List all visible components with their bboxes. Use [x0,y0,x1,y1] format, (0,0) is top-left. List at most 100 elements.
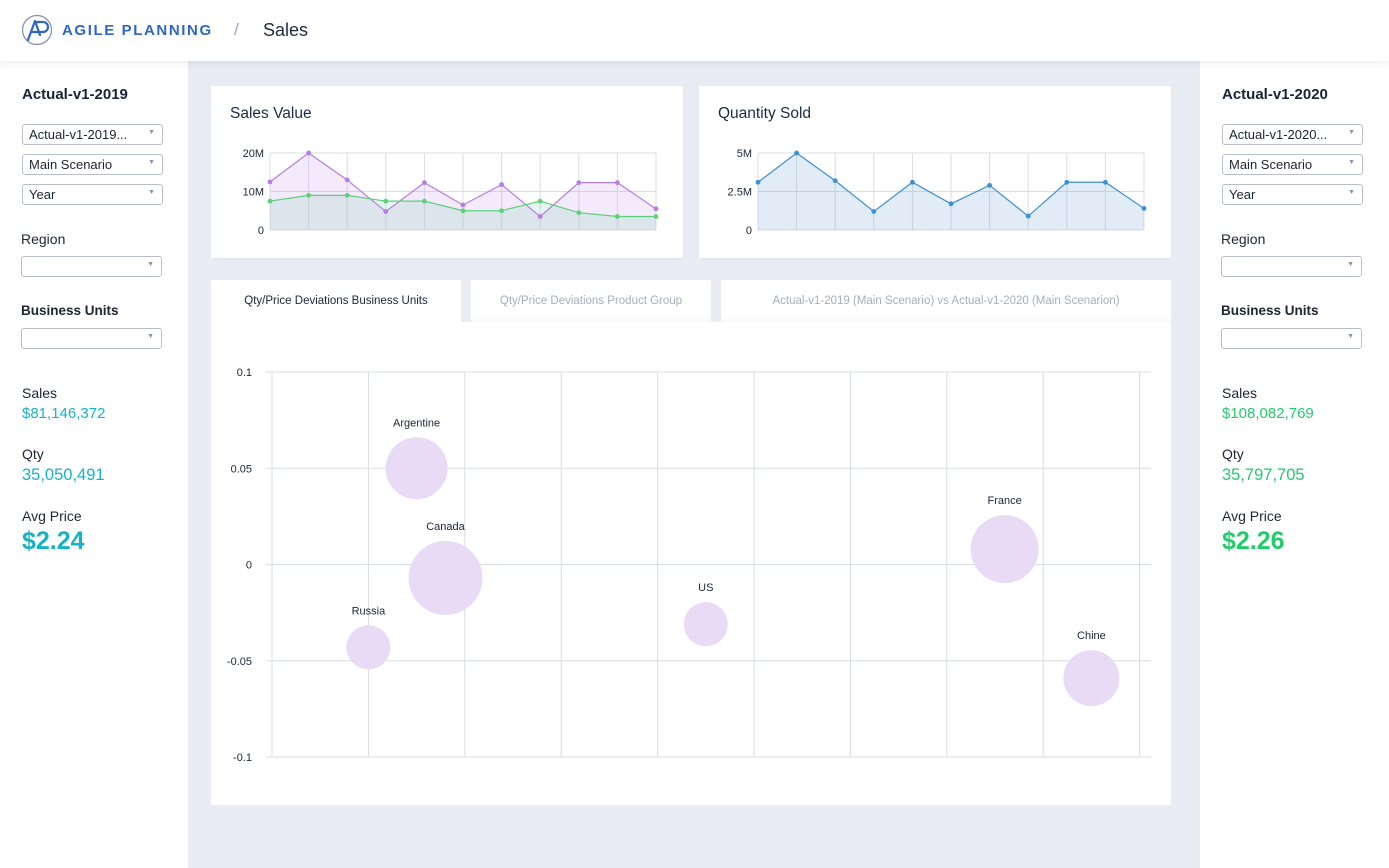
bubble-label: Argentine [393,417,440,429]
region-select[interactable]: ▼ [1221,256,1362,277]
business-units-select[interactable]: ▼ [21,328,162,349]
series-area [758,153,1144,230]
avg-price-label: Avg Price [1222,508,1282,524]
data-point [460,208,466,214]
top-bar: AGILE PLANNING / Sales [0,0,1389,61]
data-point [267,179,273,185]
data-point [794,150,799,156]
bubble-argentine [385,437,448,500]
y-tick-label: 0.05 [231,463,252,475]
tab-version-comparison[interactable]: Actual-v1-2019 (Main Scenario) vs Actual… [721,280,1171,323]
scenario-select-value: Main Scenario [1229,157,1313,172]
right-filter-panel: Actual-v1-2020 Actual-v1-2020... ▼ Main S… [1200,61,1389,868]
y-tick-label: 0 [746,225,752,237]
bubble-label: US [698,582,713,594]
data-point [948,201,954,207]
version-title: Actual-v1-2020 [1222,86,1328,103]
data-point [537,198,543,204]
data-point [653,206,659,212]
data-point [306,192,311,198]
data-point [1064,179,1070,185]
period-select-value: Year [1229,187,1256,202]
version-select-value: Actual-v1-2020... [1229,127,1328,142]
region-label: Region [21,231,66,247]
avg-price-value: $2.26 [1222,527,1285,555]
series-area [270,153,656,230]
y-tick-label: 2.5M [728,187,752,199]
quantity-sold-title: Quantity Sold [718,105,812,122]
version-select[interactable]: Actual-v1-2020... ▼ [1222,124,1363,145]
sales-label: Sales [1222,385,1258,401]
tab-qty-price-product-group[interactable]: Qty/Price Deviations Product Group [471,280,711,323]
version-title: Actual-v1-2019 [22,86,128,103]
agile-planning-logo-icon[interactable] [21,14,53,46]
quantity-sold-card: Quantity Sold 0 2.5M 5M [699,86,1171,258]
data-point [422,198,427,204]
bubble-russia [346,625,391,670]
data-point [832,178,838,184]
breadcrumb-separator: / [234,20,239,39]
data-point [576,180,582,186]
scenario-select[interactable]: Main Scenario ▼ [22,154,163,175]
y-tick-label: -0.1 [233,752,252,764]
sales-value-card: Sales Value 0 10M 20M [211,86,683,258]
y-tick-label: -0.05 [227,656,252,668]
quantity-sold-chart[interactable]: 0 2.5M 5M [699,86,1171,258]
business-units-label: Business Units [1221,303,1319,318]
chevron-down-icon: ▼ [1348,129,1355,136]
avg-price-value: $2.24 [22,527,85,555]
deviation-bubble-chart[interactable]: 0.1 0.05 0 -0.05 -0.1 Argentine Canada Russia US… [211,322,1171,805]
scenario-select[interactable]: Main Scenario ▼ [1222,154,1363,175]
business-units-label: Business Units [21,303,119,318]
data-point [576,210,582,216]
chevron-down-icon: ▼ [148,129,155,136]
bubble-label: Canada [426,521,465,533]
data-point [615,180,620,186]
bubble-label: France [988,495,1022,507]
region-select[interactable]: ▼ [21,256,162,277]
data-point [383,198,389,204]
left-filter-panel: Actual-v1-2019 Actual-v1-2019... ▼ Main S… [0,61,188,868]
period-select[interactable]: Year ▼ [22,184,163,205]
y-tick-label: 0.1 [237,367,252,379]
data-point [615,214,620,219]
chevron-down-icon: ▼ [148,159,155,166]
avg-price-label: Avg Price [22,508,82,524]
chevron-down-icon: ▼ [1348,189,1355,196]
bubble-chine [1063,650,1120,707]
y-tick-label: 0 [258,225,264,237]
data-point [1141,206,1147,211]
qty-label: Qty [22,446,44,462]
deviation-chart-panel: 0.1 0.05 0 -0.05 -0.1 Argentine Canada Russia US… [211,322,1171,805]
chevron-down-icon: ▼ [1348,159,1355,166]
period-select[interactable]: Year ▼ [1222,184,1363,205]
data-point [910,179,915,185]
data-point [499,208,504,214]
data-point [1025,213,1031,219]
version-select[interactable]: Actual-v1-2019... ▼ [22,124,163,145]
bubble-label: Chine [1077,630,1106,642]
data-point [422,180,427,186]
data-point [871,209,877,214]
tab-qty-price-business-units[interactable]: Qty/Price Deviations Business Units [211,280,461,323]
page-title: Sales [263,20,309,40]
sales-value-chart[interactable]: 0 10M 20M [211,86,683,258]
qty-value: 35,797,705 [1222,466,1305,484]
data-point [344,177,350,183]
scenario-select-value: Main Scenario [29,157,113,172]
business-units-select[interactable]: ▼ [1221,328,1362,349]
qty-label: Qty [1222,446,1244,462]
data-point [344,192,350,198]
data-point [499,182,504,187]
sales-value: $81,146,372 [22,405,106,422]
y-tick-label: 0 [246,560,252,572]
chevron-down-icon: ▼ [1347,261,1354,268]
sales-label: Sales [22,385,58,401]
qty-value: 35,050,491 [22,466,105,484]
brand-name[interactable]: AGILE PLANNING [62,22,213,39]
data-point [383,209,389,214]
data-point [755,179,761,185]
bubble-canada [408,540,483,615]
data-point [653,214,659,219]
data-point [306,150,311,156]
